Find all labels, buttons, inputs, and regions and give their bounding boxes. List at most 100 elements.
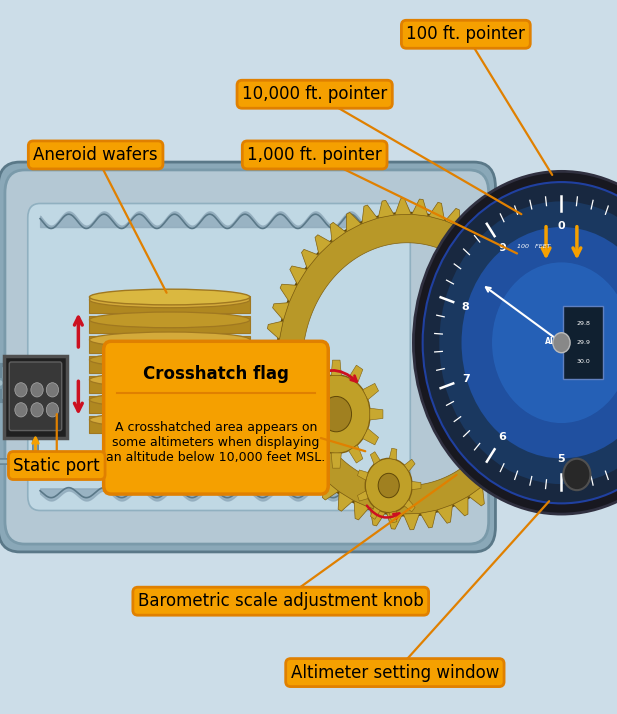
- Polygon shape: [276, 418, 293, 434]
- FancyBboxPatch shape: [0, 162, 495, 552]
- Polygon shape: [289, 408, 303, 420]
- Polygon shape: [468, 486, 484, 506]
- Text: Aneroid wafers: Aneroid wafers: [33, 146, 158, 164]
- Circle shape: [439, 201, 617, 484]
- Polygon shape: [476, 228, 492, 248]
- Circle shape: [31, 383, 43, 397]
- Polygon shape: [370, 452, 380, 464]
- Polygon shape: [347, 212, 361, 232]
- Polygon shape: [483, 474, 499, 493]
- Polygon shape: [370, 408, 383, 420]
- Polygon shape: [429, 202, 444, 221]
- Circle shape: [563, 458, 590, 490]
- Circle shape: [378, 473, 399, 498]
- Polygon shape: [338, 492, 354, 511]
- Circle shape: [15, 403, 27, 417]
- Polygon shape: [453, 496, 468, 516]
- Circle shape: [321, 396, 352, 432]
- Ellipse shape: [89, 289, 250, 305]
- Text: 29.8: 29.8: [576, 321, 590, 326]
- Bar: [89, 316, 250, 333]
- Polygon shape: [526, 408, 542, 426]
- Circle shape: [302, 375, 370, 453]
- Circle shape: [492, 262, 617, 423]
- Circle shape: [413, 171, 617, 514]
- Polygon shape: [412, 199, 428, 216]
- Bar: [89, 296, 250, 313]
- Circle shape: [553, 333, 570, 353]
- Polygon shape: [310, 445, 324, 463]
- Ellipse shape: [89, 392, 250, 408]
- Text: 29.9: 29.9: [576, 340, 590, 346]
- Circle shape: [170, 428, 182, 443]
- Polygon shape: [420, 511, 436, 528]
- Bar: [89, 396, 250, 413]
- Ellipse shape: [89, 332, 250, 348]
- Polygon shape: [273, 303, 289, 320]
- Polygon shape: [296, 452, 312, 471]
- Text: 1,000 ft. pointer: 1,000 ft. pointer: [247, 146, 382, 164]
- FancyBboxPatch shape: [563, 306, 603, 379]
- Text: 100   FEET: 100 FEET: [517, 243, 550, 249]
- Polygon shape: [445, 208, 460, 227]
- Text: 5: 5: [558, 454, 565, 464]
- Polygon shape: [534, 331, 549, 349]
- Ellipse shape: [89, 292, 250, 308]
- Ellipse shape: [89, 372, 250, 388]
- Ellipse shape: [89, 412, 250, 428]
- Polygon shape: [294, 428, 310, 445]
- Text: Altimeter setting window: Altimeter setting window: [291, 663, 499, 682]
- Polygon shape: [331, 360, 341, 376]
- Polygon shape: [349, 445, 363, 463]
- Polygon shape: [362, 205, 378, 223]
- Polygon shape: [331, 453, 341, 468]
- FancyBboxPatch shape: [104, 341, 328, 494]
- Polygon shape: [395, 198, 411, 215]
- Polygon shape: [363, 383, 379, 400]
- Polygon shape: [370, 508, 386, 526]
- Polygon shape: [308, 467, 325, 486]
- Bar: [89, 416, 250, 433]
- Circle shape: [462, 227, 617, 458]
- Polygon shape: [294, 383, 310, 400]
- Polygon shape: [267, 321, 283, 339]
- Polygon shape: [176, 396, 305, 461]
- Bar: [89, 376, 250, 393]
- Text: 100 ft. pointer: 100 ft. pointer: [407, 25, 525, 44]
- Polygon shape: [290, 266, 307, 285]
- FancyBboxPatch shape: [9, 362, 62, 431]
- Polygon shape: [278, 214, 537, 514]
- Polygon shape: [529, 312, 545, 330]
- Text: 6: 6: [499, 432, 506, 442]
- Polygon shape: [363, 428, 379, 445]
- Circle shape: [365, 458, 412, 513]
- Text: Static port: Static port: [14, 456, 100, 475]
- Polygon shape: [354, 501, 369, 520]
- Polygon shape: [437, 505, 452, 523]
- Polygon shape: [490, 242, 507, 261]
- Polygon shape: [508, 443, 524, 463]
- Polygon shape: [496, 460, 513, 479]
- FancyBboxPatch shape: [28, 203, 410, 511]
- Polygon shape: [412, 481, 421, 490]
- FancyBboxPatch shape: [4, 356, 67, 438]
- Circle shape: [299, 411, 312, 425]
- Polygon shape: [270, 398, 286, 416]
- Text: 10,000 ft. pointer: 10,000 ft. pointer: [242, 85, 387, 104]
- Polygon shape: [461, 217, 476, 236]
- Polygon shape: [265, 340, 280, 359]
- Ellipse shape: [89, 312, 250, 328]
- Polygon shape: [502, 258, 519, 276]
- Text: 0: 0: [558, 221, 565, 231]
- Polygon shape: [349, 365, 363, 383]
- Polygon shape: [357, 491, 368, 501]
- Text: 8: 8: [462, 302, 470, 312]
- Text: Crosshatch flag: Crosshatch flag: [143, 366, 289, 383]
- Text: Barometric scale adjustment knob: Barometric scale adjustment knob: [138, 592, 424, 610]
- Polygon shape: [266, 379, 281, 398]
- Text: 30.0: 30.0: [576, 359, 590, 364]
- Polygon shape: [404, 500, 415, 512]
- Polygon shape: [518, 426, 534, 444]
- Circle shape: [15, 383, 27, 397]
- Polygon shape: [404, 513, 420, 530]
